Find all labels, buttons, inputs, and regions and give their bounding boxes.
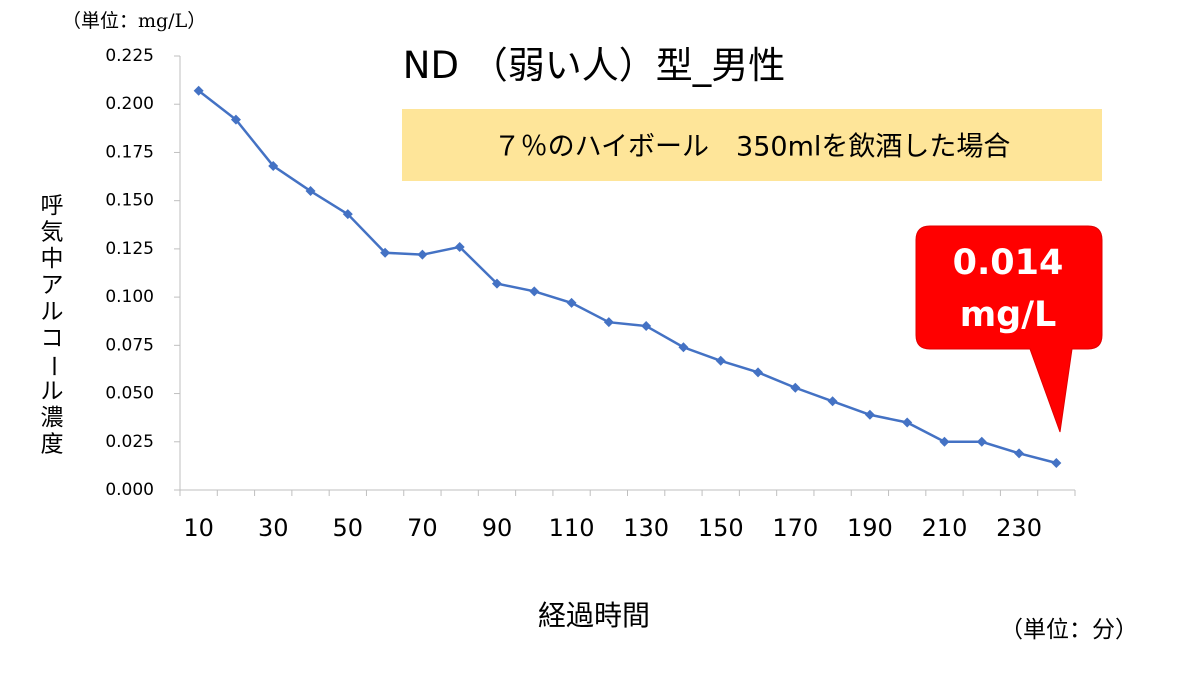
data-point <box>753 367 764 378</box>
data-point <box>268 160 279 171</box>
data-point <box>491 278 502 289</box>
x-tick-label: 190 <box>847 514 893 542</box>
data-point <box>976 436 987 447</box>
data-point <box>678 342 689 353</box>
y-axis-label-char: ー <box>40 355 66 378</box>
y-tick-label: 0.075 <box>105 335 154 355</box>
data-point <box>790 382 801 393</box>
x-tick-label: 170 <box>772 514 818 542</box>
x-tick-label: 110 <box>549 514 595 542</box>
y-axis-label-char: 濃 <box>41 405 64 431</box>
data-point <box>641 321 652 332</box>
series-line <box>197 89 1057 465</box>
data-point <box>417 249 428 260</box>
y-axis-label-char: 気 <box>41 220 64 246</box>
data-point <box>380 247 391 258</box>
x-tick-label: 90 <box>482 514 513 542</box>
data-point <box>902 417 913 428</box>
y-tick-label: 0.200 <box>105 94 154 114</box>
y-tick-label: 0.050 <box>105 384 154 404</box>
x-tick-label: 30 <box>258 514 289 542</box>
data-point <box>939 436 950 447</box>
y-axis-label-char: コ <box>41 326 64 352</box>
y-tick-label: 0.000 <box>105 480 154 500</box>
x-tick-label: 70 <box>407 514 438 542</box>
data-point <box>864 409 875 420</box>
callout-bubble <box>915 225 1103 433</box>
value-callout: 0.014 mg/L <box>915 225 1103 433</box>
y-axis-label-char: ル <box>41 299 64 325</box>
chart-title: ND （弱い人）型_男性 <box>403 44 785 87</box>
y-axis-label-char: 呼 <box>41 193 64 219</box>
data-point <box>715 355 726 366</box>
y-tick-label: 0.225 <box>105 46 154 66</box>
data-point <box>193 85 204 96</box>
x-tick-label: 10 <box>183 514 214 542</box>
data-point <box>342 209 353 220</box>
x-tick-label: 230 <box>996 514 1042 542</box>
y-axis-label-char: ル <box>41 379 64 405</box>
x-tick-label: 150 <box>698 514 744 542</box>
x-tick-label: 210 <box>922 514 968 542</box>
data-point <box>305 186 316 197</box>
y-tick-label: 0.100 <box>105 287 154 307</box>
data-point <box>566 297 577 308</box>
y-tick-label: 0.125 <box>105 239 154 259</box>
y-tick-label: 0.175 <box>105 142 154 162</box>
callout-value: 0.014 <box>953 243 1064 283</box>
data-point <box>529 286 540 297</box>
x-ticks: 10 30 50 70 90 110 130 150 170 190 210 230 <box>179 490 1076 542</box>
x-axis-label: 経過時間 <box>538 599 650 632</box>
y-axis-label-char: 中 <box>41 246 64 272</box>
series-markers <box>193 85 1062 468</box>
subtitle-box <box>402 109 1102 181</box>
data-point <box>454 241 465 252</box>
x-tick-label: 50 <box>333 514 364 542</box>
x-unit-label: （単位：分） <box>1000 617 1138 643</box>
chart-subtitle: ７％のハイボール 350mlを飲酒した場合 <box>494 132 1011 163</box>
y-axis-label-char: 度 <box>41 432 64 458</box>
data-point <box>230 114 241 125</box>
data-point <box>1014 448 1025 459</box>
y-tick-label: 0.025 <box>105 432 154 452</box>
x-tick-label: 130 <box>623 514 669 542</box>
y-ticks: 0.000 0.025 0.050 0.075 0.100 0.125 0.150 0.175… <box>105 46 180 500</box>
data-point <box>603 317 614 328</box>
callout-unit: mg/L <box>960 295 1057 335</box>
y-axis-label-char: ア <box>41 273 64 299</box>
y-tick-label: 0.150 <box>105 191 154 211</box>
y-unit-label: （単位：mg/L） <box>62 10 206 32</box>
data-point <box>827 396 838 407</box>
data-point <box>1051 457 1062 468</box>
